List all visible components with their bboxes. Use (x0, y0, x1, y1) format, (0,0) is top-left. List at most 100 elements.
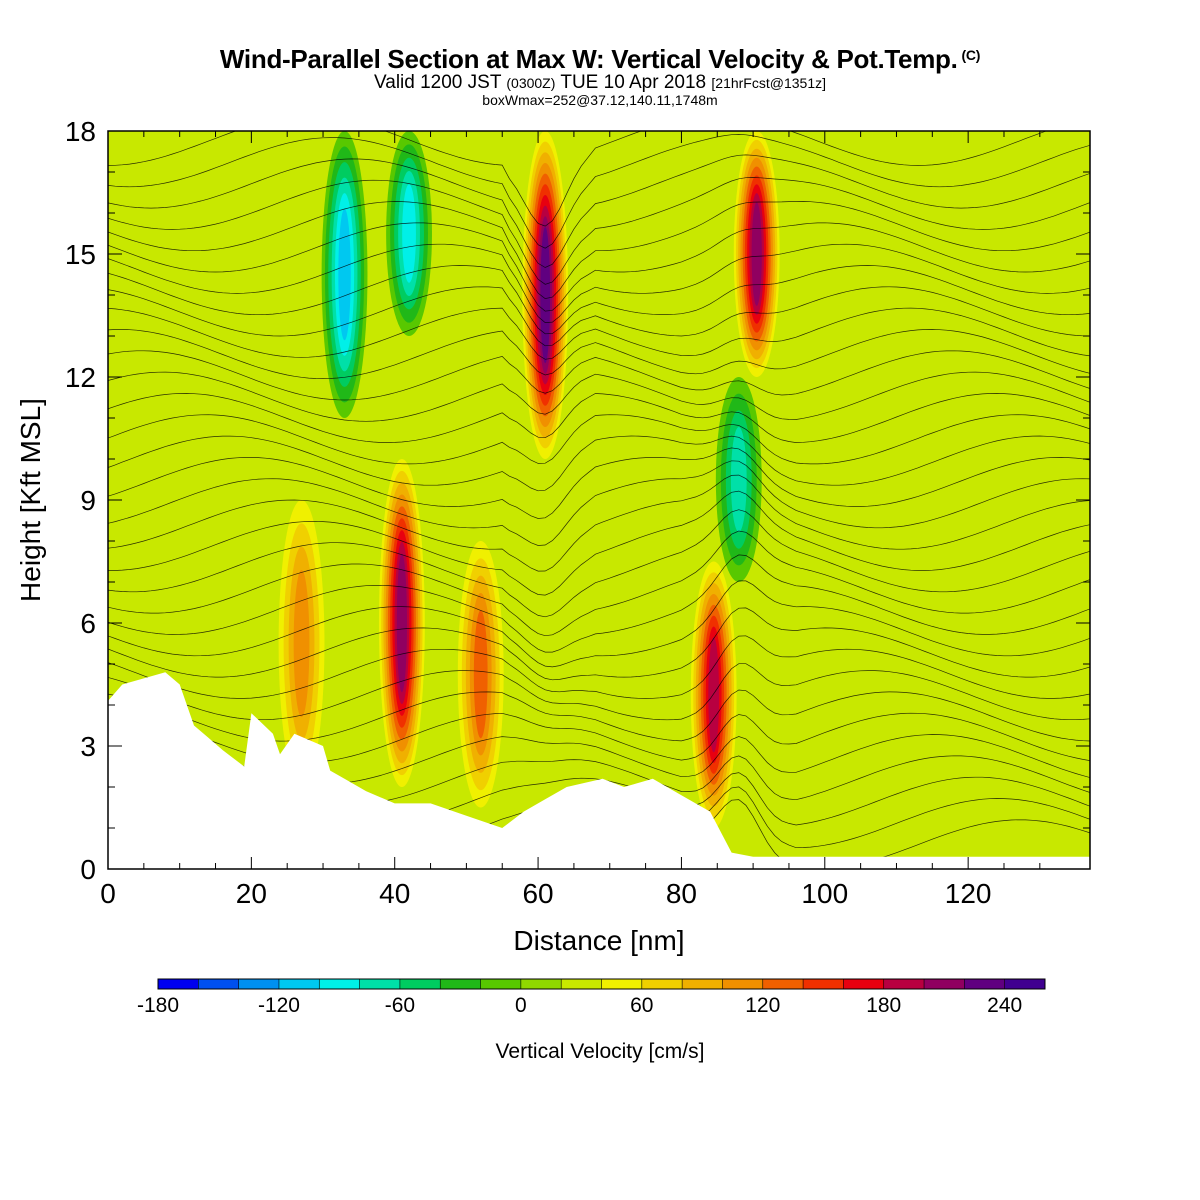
isentrope-contour (108, 580, 1090, 668)
valid-date: TUE 10 Apr 2018 (560, 72, 707, 93)
updraft-core-5 (690, 561, 737, 828)
colorbar-tick-label: -120 (258, 994, 300, 1017)
chart-subtitle: Valid 1200 JST (0300Z) TUE 10 Apr 2018 [… (0, 72, 1200, 94)
y-tick-label: 0 (80, 854, 96, 885)
downdraft-core-2 (386, 131, 432, 336)
chart-title: Wind-Parallel Section at Max W: Vertical… (0, 44, 1200, 75)
updraft-band (751, 202, 762, 306)
plot-area (108, 131, 1090, 869)
isentrope-contour (108, 393, 1090, 443)
isentrope-contour (108, 307, 1090, 360)
x-tick-label: 100 (801, 878, 848, 909)
isentrope-contour (108, 177, 1090, 285)
isentrope-contour (108, 509, 1090, 618)
isentrope-contour (108, 154, 1090, 268)
updraft-core-2 (378, 459, 425, 787)
colorbar-segment (198, 979, 240, 989)
isentrope-contour (108, 635, 1090, 699)
isentrope-contour (108, 460, 1090, 546)
colorbar-segment (843, 979, 885, 989)
colorbar-segment (278, 979, 320, 989)
y-tick-label: 12 (65, 362, 96, 393)
isentrope-contour (108, 222, 1090, 312)
isentrope-contour (108, 474, 1090, 572)
downdraft-band (402, 184, 416, 283)
isentrope-contour (108, 554, 1090, 653)
chart-title-text: Wind-Parallel Section at Max W: Vertical… (219, 44, 958, 74)
isentrope-contour (108, 371, 1090, 422)
y-tick-label: 6 (80, 608, 96, 639)
colorbar-tick-label: 120 (745, 994, 780, 1017)
downdraft-band (338, 208, 351, 341)
y-tick-label: 15 (65, 239, 96, 270)
isentrope-contour (108, 490, 1090, 596)
colorbar-tick-label: -180 (137, 994, 179, 1017)
colorbar-segment (964, 979, 1006, 989)
colorbar-tick-label: 0 (515, 994, 527, 1017)
colorbar-segment (682, 979, 723, 989)
isentrope-contour (108, 447, 1090, 519)
y-axis-label: Height [Kft MSL] (15, 398, 46, 602)
isentrope-contour (108, 663, 1090, 721)
colorbar-segment (440, 979, 482, 989)
updraft-core-3 (457, 541, 504, 808)
isentrope-contour (108, 414, 1090, 465)
y-tick-label: 3 (80, 731, 96, 762)
colorbar-tick-label: 60 (630, 994, 653, 1017)
isentrope-contour (108, 530, 1090, 637)
colorbar-tick-label: 240 (987, 994, 1022, 1017)
box-wmax-info: boxWmax=252@37.12,140.11,1748m (482, 92, 718, 108)
downdraft-core-1 (321, 131, 368, 418)
colorbar-segment (238, 979, 280, 989)
downdraft-band (730, 426, 747, 533)
isentrope-contour (108, 350, 1090, 401)
colorbar-segment (480, 979, 522, 989)
colorbar-segment (601, 979, 643, 989)
downdraft-core-3 (715, 377, 762, 582)
isentrope-contour (108, 131, 1048, 227)
colorbar-tick-label: -60 (385, 994, 415, 1017)
x-tick-label: 0 (100, 878, 116, 909)
updraft-core-4 (522, 131, 569, 459)
x-tick-label: 80 (666, 878, 697, 909)
colorbar-segment (762, 979, 804, 989)
terrain-mask (108, 672, 1090, 869)
colorbar-tick-label: 180 (866, 994, 901, 1017)
isentrope-contour (108, 329, 1090, 379)
colorbar-segment (924, 979, 965, 989)
forecast-info: [21hrFcst@1351z] (711, 75, 826, 91)
y-tick-label: 9 (80, 485, 96, 516)
colorbar (157, 978, 1046, 990)
colorbar-segment (561, 979, 602, 989)
x-tick-label: 20 (236, 878, 267, 909)
colorbar-segment (158, 979, 199, 989)
isentrope-contour (108, 243, 1090, 323)
updraft-band (396, 553, 407, 693)
isentrope-contour (108, 201, 1090, 299)
colorbar-segment (319, 979, 361, 989)
isentrope-contour (108, 607, 1090, 681)
copyright-mark: (C) (961, 47, 981, 63)
colorbar-segment (359, 979, 401, 989)
x-tick-label: 120 (945, 878, 992, 909)
isentrope-contour (108, 286, 1090, 347)
isentrope-contour (108, 134, 1090, 249)
x-tick-label: 60 (522, 878, 553, 909)
updraft-core-1 (278, 500, 325, 787)
isentrope-contour (108, 435, 1090, 492)
x-tick-label: 40 (379, 878, 410, 909)
updraft-band (540, 226, 551, 364)
colorbar-segment (803, 979, 844, 989)
valid-time: Valid 1200 JST (373, 72, 502, 93)
colorbar-label: Vertical Velocity [cm/s] (496, 1040, 705, 1063)
updraft-band (708, 637, 720, 753)
colorbar-segment (1004, 979, 1046, 989)
colorbar-segment (883, 979, 925, 989)
y-tick-label: 18 (65, 116, 96, 147)
updraft-core-6 (733, 131, 780, 377)
isentrope-contour (108, 265, 1090, 335)
colorbar-segment (399, 979, 441, 989)
updraft-band (473, 610, 488, 739)
updraft-band (293, 569, 310, 718)
